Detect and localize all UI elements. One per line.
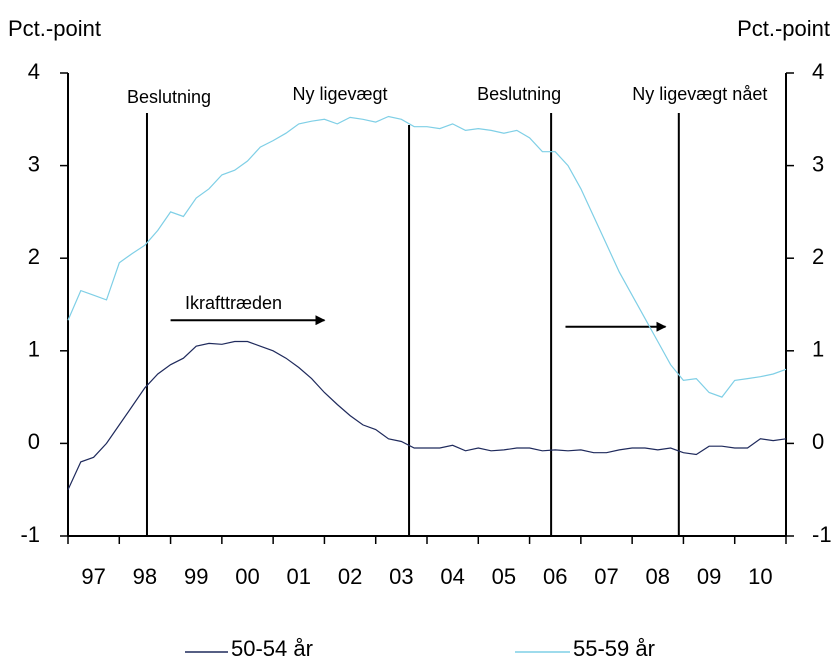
event-label: Beslutning (477, 84, 561, 104)
series-line (67, 340, 787, 490)
x-tick-label: 09 (697, 564, 721, 589)
x-tick-label: 02 (338, 564, 362, 589)
y2-tick-label: 1 (812, 337, 824, 362)
y2-tick-label: 2 (812, 244, 824, 269)
y-tick-label: 2 (28, 244, 40, 269)
x-tick-label: 00 (235, 564, 259, 589)
x-tick-label: 99 (184, 564, 208, 589)
legend-label: 50-54 år (231, 636, 313, 661)
x-tick-label: 07 (594, 564, 618, 589)
x-tick-label: 03 (389, 564, 413, 589)
event-label: Beslutning (127, 87, 211, 107)
y2-tick-label: 3 (812, 151, 824, 176)
series-line (67, 115, 787, 398)
x-tick-label: 05 (492, 564, 516, 589)
legend-label: 55-59 år (573, 636, 655, 661)
x-tick-label: 06 (543, 564, 567, 589)
x-tick-label: 97 (81, 564, 105, 589)
y2-tick-label: 4 (812, 59, 824, 84)
arrow-label: Ikrafttræden (185, 293, 282, 313)
x-tick-label: 01 (287, 564, 311, 589)
x-tick-label: 08 (646, 564, 670, 589)
y-tick-label: 0 (28, 429, 40, 454)
x-tick-label: 98 (133, 564, 157, 589)
x-tick-label: 04 (440, 564, 464, 589)
y2-tick-label: 0 (812, 429, 824, 454)
event-label: Ny ligevægt nået (632, 84, 767, 104)
y-tick-label: 3 (28, 151, 40, 176)
y-tick-label: -1 (20, 522, 40, 547)
event-label: Ny ligevægt (293, 84, 388, 104)
y2-tick-label: -1 (812, 522, 832, 547)
y2-axis-title: Pct.-point (737, 16, 830, 41)
y-tick-label: 1 (28, 337, 40, 362)
y-tick-label: 4 (28, 59, 40, 84)
x-tick-label: 10 (748, 564, 772, 589)
y-axis-title: Pct.-point (8, 16, 101, 41)
